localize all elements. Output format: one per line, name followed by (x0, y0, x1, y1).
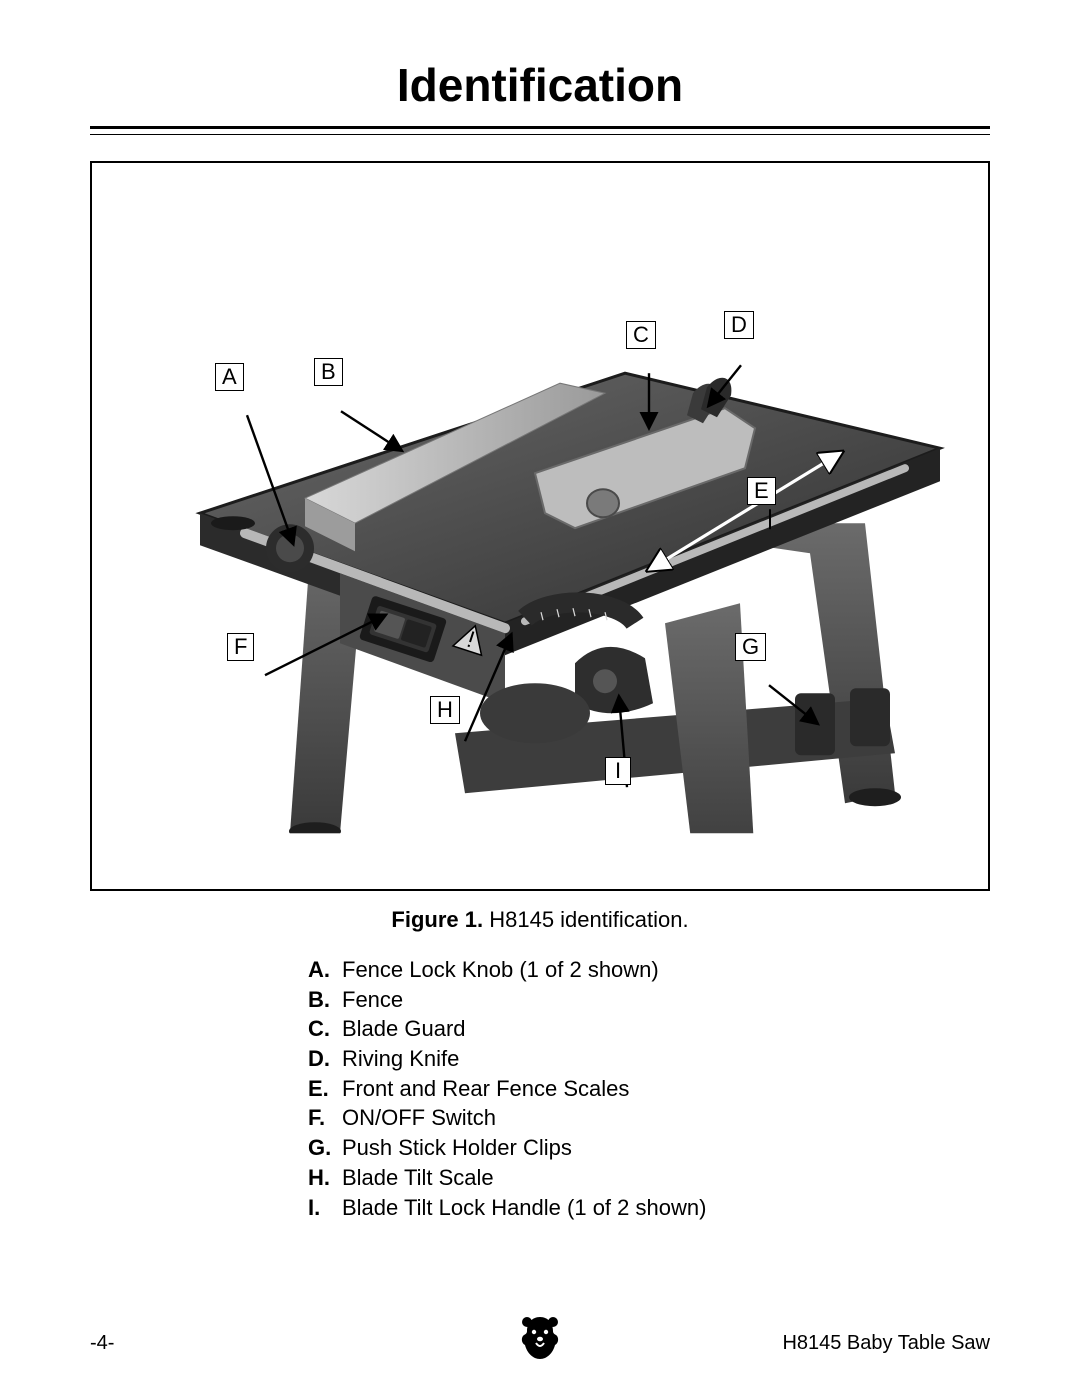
callout-B: B (314, 358, 343, 386)
page-title: Identification (90, 58, 990, 112)
legend-item: D.Riving Knife (308, 1044, 990, 1074)
figure-frame: A B C D E F G H I (90, 161, 990, 891)
footer-doc-title: H8145 Baby Table Saw (782, 1332, 990, 1355)
callout-D: D (724, 311, 754, 339)
callout-F: F (227, 633, 254, 661)
figure-caption: Figure 1. H8145 identification. (90, 907, 990, 933)
legend-item: I.Blade Tilt Lock Handle (1 of 2 shown) (308, 1193, 990, 1223)
figure-caption-text: H8145 identification. (483, 907, 688, 932)
page-number: -4- (90, 1332, 114, 1355)
callout-I: I (605, 757, 631, 785)
manual-page: Identification (0, 0, 1080, 1397)
table-saw-illustration (105, 193, 975, 833)
legend-item: B.Fence (308, 985, 990, 1015)
legend-item: F.ON/OFF Switch (308, 1103, 990, 1133)
figure-label: Figure 1. (391, 907, 483, 932)
callout-A: A (215, 363, 244, 391)
legend-item: G.Push Stick Holder Clips (308, 1133, 990, 1163)
legend-item: A.Fence Lock Knob (1 of 2 shown) (308, 955, 990, 985)
legend-item: C.Blade Guard (308, 1014, 990, 1044)
callout-E: E (747, 477, 776, 505)
callout-G: G (735, 633, 766, 661)
legend-item: E.Front and Rear Fence Scales (308, 1074, 990, 1104)
callout-C: C (626, 321, 656, 349)
title-rule-thick (90, 126, 990, 129)
callout-H: H (430, 696, 460, 724)
page-footer: -4- H8145 Baby Table Saw (0, 1315, 1080, 1355)
parts-legend: A.Fence Lock Knob (1 of 2 shown) B.Fence… (308, 955, 990, 1222)
title-rule-thin (90, 134, 990, 135)
bear-logo-icon (518, 1313, 562, 1361)
legend-item: H.Blade Tilt Scale (308, 1163, 990, 1193)
